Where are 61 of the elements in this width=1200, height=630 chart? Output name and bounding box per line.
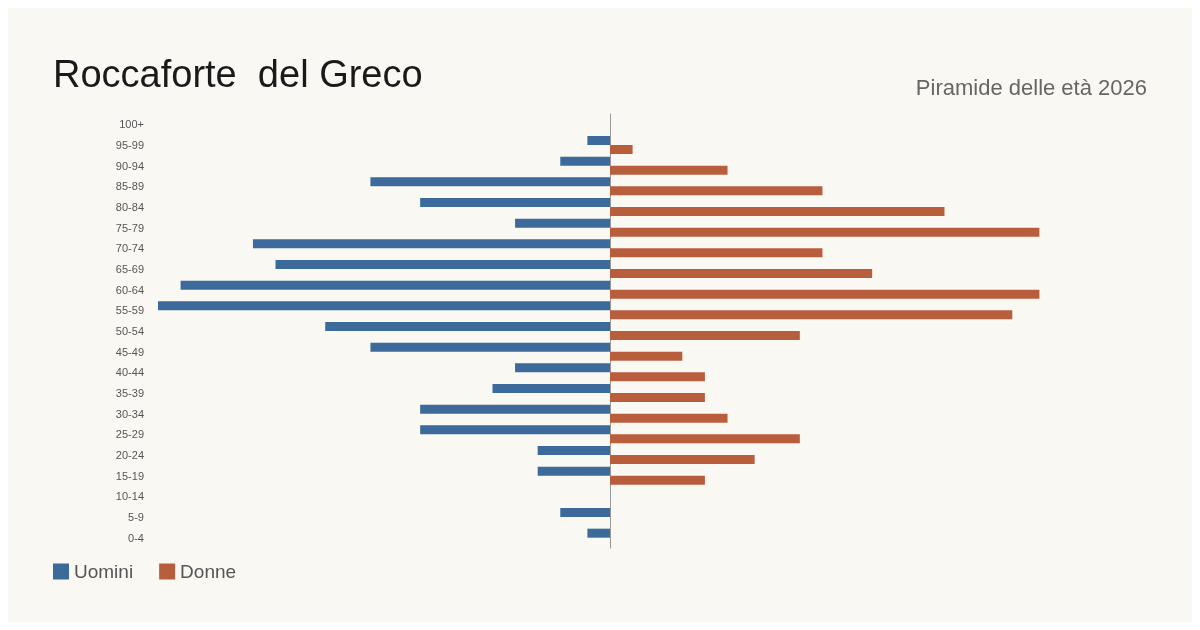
bar <box>515 218 610 228</box>
y-tick-label: 20-24 <box>115 449 144 461</box>
bar <box>370 177 610 187</box>
chart-title: Roccaforte del Greco <box>53 53 423 95</box>
bar <box>587 528 610 538</box>
bar <box>610 186 823 196</box>
bar <box>610 310 1013 320</box>
y-tick-label: 45-49 <box>115 345 144 358</box>
bar <box>610 372 705 382</box>
bar <box>420 425 610 435</box>
legend-label: Donne <box>180 561 237 582</box>
y-tick-label: 90-94 <box>115 159 144 172</box>
y-tick-label: 50-54 <box>115 325 144 337</box>
bar <box>610 248 823 258</box>
bar <box>252 239 610 249</box>
bar <box>610 413 728 423</box>
y-tick-label: 25-29 <box>115 428 144 441</box>
bar <box>610 165 728 175</box>
bar <box>610 434 800 444</box>
bar <box>610 475 705 485</box>
bar <box>515 363 610 373</box>
y-tick-label: 95-99 <box>115 139 144 151</box>
y-tick-label: 30-34 <box>115 407 144 420</box>
y-tick-label: 60-64 <box>115 283 144 296</box>
bar <box>325 322 610 331</box>
bar <box>370 342 610 352</box>
y-tick-label: 70-74 <box>115 242 144 255</box>
bar <box>275 260 610 269</box>
y-tick-label: 15-19 <box>115 469 144 482</box>
bar <box>180 280 610 290</box>
y-tick-label: 100+ <box>119 118 144 131</box>
bar <box>492 384 610 393</box>
bar <box>610 331 800 340</box>
y-tick-label: 35-39 <box>115 387 144 399</box>
legend-label: Uomini <box>74 561 134 582</box>
bar <box>158 301 610 311</box>
y-tick-label: 55-59 <box>115 304 144 317</box>
bar <box>610 145 633 154</box>
bar <box>420 404 610 414</box>
bar <box>610 207 945 216</box>
y-tick-label: 80-84 <box>115 201 144 213</box>
y-tick-label: 65-69 <box>115 263 144 275</box>
y-tick-label: 85-89 <box>115 180 144 193</box>
bar <box>560 156 610 166</box>
bar <box>610 289 1040 299</box>
bar <box>420 198 610 207</box>
bar <box>587 136 610 145</box>
bar <box>610 455 755 464</box>
y-tick-label: 75-79 <box>115 221 144 234</box>
chart-subtitle: Piramide delle età 2026 <box>915 74 1148 100</box>
y-tick-label: 10-14 <box>115 490 144 503</box>
bar <box>560 508 610 517</box>
y-tick-label: 5-9 <box>128 511 144 523</box>
bar <box>537 446 610 455</box>
bar <box>537 466 610 476</box>
bar <box>610 227 1040 237</box>
y-tick-label: 40-44 <box>115 366 144 379</box>
bar <box>610 351 683 361</box>
bar <box>610 269 873 278</box>
y-tick-label: 0-4 <box>128 531 144 544</box>
bar <box>610 393 705 402</box>
